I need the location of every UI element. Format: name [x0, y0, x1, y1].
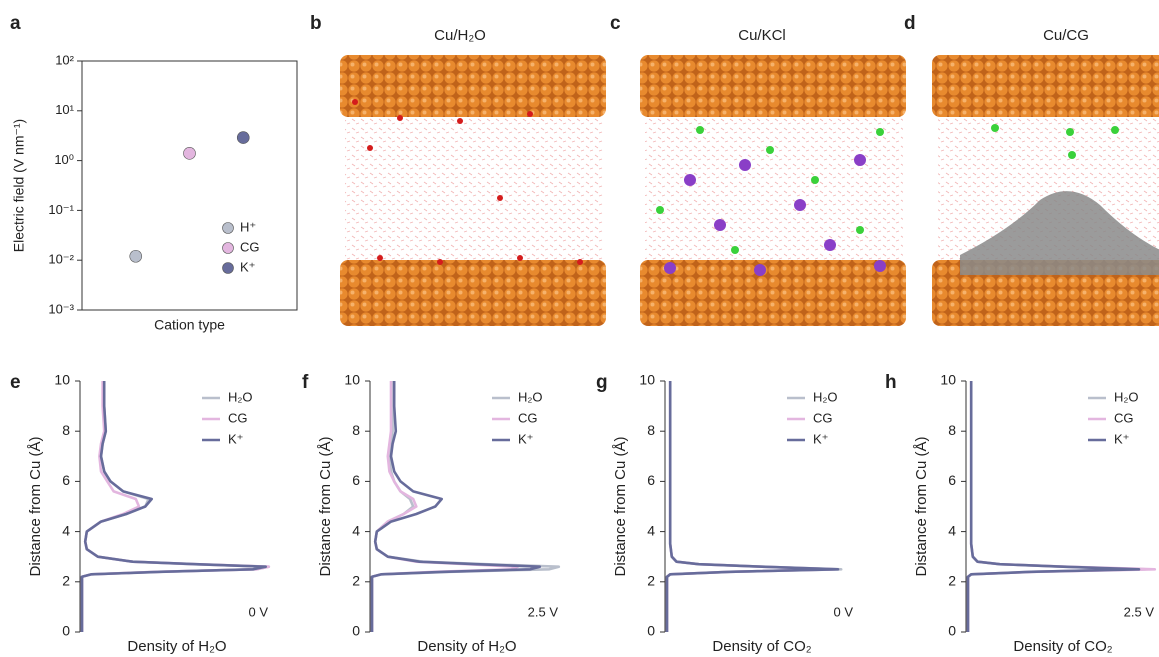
legend-label: K⁺	[813, 431, 829, 446]
annotation: 2.5 V	[528, 604, 559, 619]
legend-label: H₂O	[1114, 389, 1139, 404]
legend-label: H⁺	[240, 219, 256, 234]
panel-label: b	[310, 13, 322, 34]
panel-label: f	[302, 372, 309, 393]
panel-title: Cu/H₂O	[434, 27, 486, 44]
y-tick-label: 10	[940, 372, 956, 388]
y-tick-label: 10⁻¹	[48, 202, 74, 217]
legend-label: K⁺	[240, 259, 256, 274]
panel-label: g	[596, 372, 608, 393]
x-axis-label: Density of CO₂	[1013, 638, 1112, 655]
panel-label: a	[10, 13, 21, 34]
y-axis-label: Distance from Cu (Å)	[317, 436, 334, 576]
density-line	[667, 381, 835, 632]
y-tick-label: 10⁻²	[48, 252, 74, 267]
legend-label: H₂O	[228, 389, 253, 404]
panel-title: Cu/CG	[1043, 27, 1089, 44]
y-tick-label: 6	[352, 472, 360, 488]
x-axis-label: Density of H₂O	[417, 638, 516, 655]
legend-label: CG	[518, 410, 538, 425]
y-tick-label: 2	[948, 573, 956, 589]
legend-marker	[223, 223, 234, 234]
snapshot-d	[932, 55, 1159, 326]
y-tick-label: 10⁰	[54, 152, 74, 167]
y-tick-label: 0	[352, 623, 360, 639]
panel-title: Cu/KCl	[738, 27, 786, 44]
annotation: 0 V	[248, 604, 268, 619]
y-axis-label: Distance from Cu (Å)	[27, 436, 44, 576]
x-axis-label: Density of CO₂	[712, 638, 811, 655]
y-tick-label: 10	[639, 372, 655, 388]
y-axis-label: Distance from Cu (Å)	[913, 436, 930, 576]
y-axis-label: Distance from Cu (Å)	[612, 436, 629, 576]
y-tick-label: 10	[344, 372, 360, 388]
y-tick-label: 0	[948, 623, 956, 639]
legend-label: CG	[813, 410, 833, 425]
x-axis-label: Density of H₂O	[127, 638, 226, 655]
y-tick-label: 10⁻³	[48, 301, 74, 316]
y-tick-label: 2	[62, 573, 70, 589]
annotation: 2.5 V	[1124, 604, 1155, 619]
legend-label: CG	[228, 410, 248, 425]
snapshot-b	[340, 55, 606, 326]
point	[130, 250, 142, 262]
snapshot-c	[640, 55, 906, 326]
legend-label: K⁺	[518, 431, 534, 446]
y-tick-label: 2	[647, 573, 655, 589]
legend-marker	[223, 263, 234, 274]
y-tick-label: 0	[62, 623, 70, 639]
panel-label: c	[610, 13, 621, 34]
y-tick-label: 2	[352, 573, 360, 589]
y-tick-label: 10	[54, 372, 70, 388]
legend-label: K⁺	[1114, 431, 1130, 446]
panel-label: d	[904, 13, 916, 34]
y-tick-label: 4	[62, 522, 70, 538]
legend-label: CG	[1114, 410, 1134, 425]
y-tick-label: 8	[352, 422, 360, 438]
panel-label: e	[10, 372, 21, 393]
legend-label: H₂O	[813, 389, 838, 404]
y-tick-label: 8	[647, 422, 655, 438]
legend-marker	[223, 243, 234, 254]
y-tick-label: 10¹	[55, 102, 74, 117]
y-tick-label: 6	[647, 472, 655, 488]
y-tick-label: 0	[647, 623, 655, 639]
y-tick-label: 6	[948, 472, 956, 488]
panel-label: h	[885, 372, 897, 393]
y-axis-label: Electric field (V nm⁻¹)	[11, 119, 27, 252]
y-tick-label: 10²	[55, 52, 74, 67]
legend-label: K⁺	[228, 431, 244, 446]
y-tick-label: 4	[352, 522, 360, 538]
legend-label: H₂O	[518, 389, 543, 404]
x-axis-label: Cation type	[154, 317, 225, 333]
figure: a 10⁻³ 10⁻² 10⁻¹ 10⁰ 10¹ 10² Cation type Electri…	[0, 0, 1159, 657]
annotation: 0 V	[833, 604, 853, 619]
point	[184, 147, 196, 159]
legend-label: CG	[240, 239, 260, 254]
y-tick-label: 6	[62, 472, 70, 488]
y-tick-label: 4	[647, 522, 655, 538]
y-tick-label: 8	[62, 422, 70, 438]
y-tick-label: 4	[948, 522, 956, 538]
plot-frame	[82, 61, 297, 310]
y-tick-label: 8	[948, 422, 956, 438]
density-line	[372, 381, 540, 632]
point	[237, 132, 249, 144]
simulation-images	[340, 55, 1159, 326]
